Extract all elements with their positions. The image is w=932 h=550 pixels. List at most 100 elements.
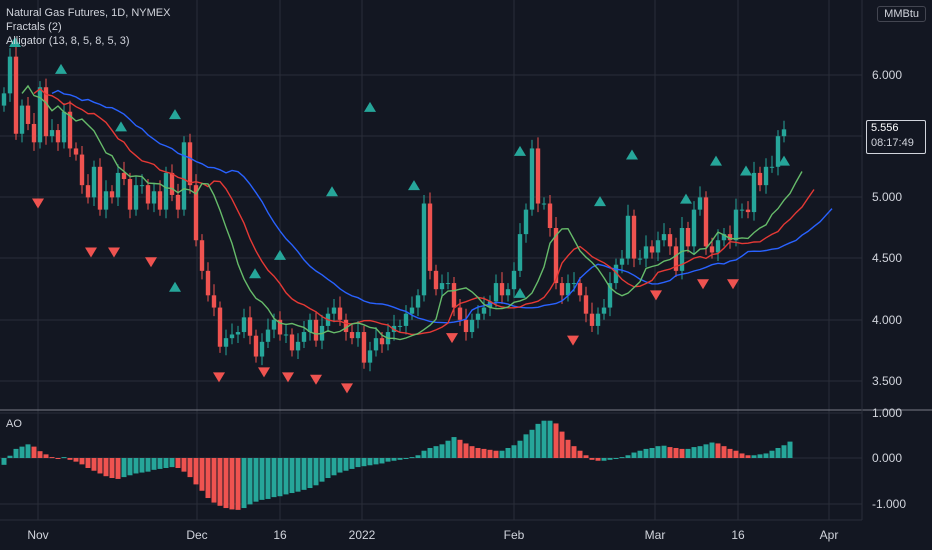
ao-bar (421, 450, 427, 458)
candle-body (373, 338, 379, 351)
ao-bar (187, 458, 193, 478)
candle-body (175, 194, 181, 210)
candle-body (697, 197, 703, 210)
ao-bar (223, 458, 229, 509)
ao-bar (139, 458, 145, 473)
time-tick-label: Feb (504, 528, 525, 542)
ao-bar (169, 458, 175, 468)
candle-body (145, 185, 151, 204)
candle-body (523, 209, 529, 235)
ao-bar (433, 446, 439, 458)
ao-bar (391, 458, 397, 461)
candle (73, 142, 79, 161)
alligator-lips-line (21, 84, 803, 341)
candle-body (535, 148, 541, 204)
candle-body (703, 197, 709, 247)
ao-bar (565, 439, 571, 458)
candle (475, 305, 481, 329)
candle (37, 81, 43, 149)
ao-bar (247, 458, 253, 505)
unit-selector-button[interactable]: MMBtu (877, 6, 926, 22)
candle (169, 164, 175, 202)
ao-bar (301, 458, 307, 490)
fractal-up-marker (169, 109, 181, 120)
ao-bar (229, 458, 235, 510)
candle-body (421, 203, 427, 296)
candle (757, 166, 763, 192)
candle-body (571, 283, 577, 285)
candle (349, 323, 355, 345)
ao-bar (79, 458, 85, 465)
alligator-jaw-line (51, 89, 833, 324)
candle (595, 307, 601, 335)
candle-body (277, 319, 283, 335)
ao-bar (613, 458, 619, 459)
candle-body (43, 87, 49, 137)
candle (301, 321, 307, 348)
ao-bar (727, 448, 733, 458)
ao-bar (517, 440, 523, 458)
candle (463, 308, 469, 341)
candle-body (121, 172, 127, 180)
candle (187, 133, 193, 194)
ao-bar (349, 458, 355, 469)
candle (433, 264, 439, 296)
ao-bar (133, 458, 139, 474)
candle (109, 185, 115, 204)
candle-body (649, 246, 655, 253)
candle-body (283, 334, 289, 336)
candle-body (583, 295, 589, 314)
candle (355, 321, 361, 347)
candle-body (271, 319, 277, 330)
fractal-up-marker (594, 196, 606, 207)
ao-bar (13, 448, 19, 458)
ao-bar (787, 441, 793, 458)
candle-body (361, 332, 367, 363)
fractal-down-marker (697, 279, 709, 290)
candle-body (379, 338, 385, 345)
ao-bar (55, 458, 61, 459)
candle-body (721, 234, 727, 241)
ao-bar (181, 458, 187, 472)
ao-bar (505, 447, 511, 458)
candle-body (49, 130, 55, 137)
last-price-tag: 5.556 08:17:49 (866, 120, 926, 154)
chart-legend: Natural Gas Futures, 1D, NYMEX Fractals … (6, 6, 170, 48)
candle (523, 203, 529, 243)
candle-body (1, 93, 7, 106)
symbol-title[interactable]: Natural Gas Futures, 1D, NYMEX (6, 7, 171, 19)
ao-bar (529, 429, 535, 458)
candle-body (25, 105, 31, 124)
candle (331, 298, 337, 323)
candle (541, 197, 547, 210)
candle (313, 311, 319, 347)
candle (697, 186, 703, 216)
candle (373, 327, 379, 357)
ao-bar (157, 458, 163, 469)
alligator-indicator-label[interactable]: Alligator (13, 8, 5, 8, 5, 3) (6, 35, 130, 47)
ao-bar (739, 453, 745, 458)
candle-body (187, 142, 193, 186)
ao-bar (253, 458, 259, 502)
ao-bar (499, 450, 505, 458)
ao-bar (7, 455, 13, 458)
candle-body (139, 185, 145, 187)
candle-body (223, 338, 229, 347)
candle-body (619, 258, 625, 265)
ao-bar (337, 458, 343, 473)
candle-body (751, 172, 757, 213)
fractals-indicator-label[interactable]: Fractals (2) (6, 21, 62, 33)
candle-body (211, 295, 217, 308)
fractal-up-marker (274, 249, 286, 260)
candle-body (79, 154, 85, 186)
candle (511, 262, 517, 298)
candle-body (31, 123, 37, 143)
candle (115, 164, 121, 206)
candle-body (529, 148, 535, 210)
ao-indicator-label[interactable]: AO (6, 418, 22, 430)
ao-bar (67, 458, 73, 460)
ao-bar (751, 455, 757, 458)
candle (685, 221, 691, 253)
ao-bar (97, 458, 103, 474)
